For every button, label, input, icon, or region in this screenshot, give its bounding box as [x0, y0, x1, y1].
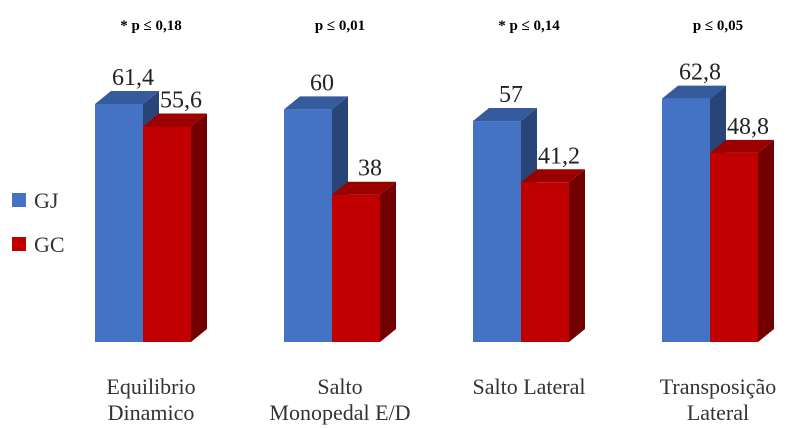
value-labels: 61,455,6 60 38 57 41,2 62,8 48,8: [112, 60, 769, 182]
value-label: 62,8: [679, 60, 721, 86]
bar-front: [473, 121, 521, 342]
category-label: Lateral: [687, 400, 749, 425]
bar-front: [332, 194, 380, 342]
bars: [95, 85, 774, 342]
bar-top: [662, 85, 726, 99]
category-label: Monopedal E/D: [269, 400, 410, 425]
value-label: 41,2: [538, 143, 580, 169]
bar-top: [332, 181, 396, 195]
value-label: 61,4: [112, 65, 154, 91]
bar-top: [95, 91, 159, 104]
bar-front: [521, 182, 569, 342]
bar-gc-1: [332, 181, 396, 342]
category-label: Dinamico: [108, 400, 195, 425]
bar-top: [284, 96, 348, 110]
bar-side: [380, 181, 396, 342]
bar-side: [758, 139, 774, 342]
value-label: 60: [310, 70, 334, 96]
category-label: Salto Lateral: [472, 374, 585, 399]
bar-top: [143, 113, 207, 127]
bar-side: [191, 113, 207, 342]
p-value-label: p ≤ 0,05: [693, 18, 743, 34]
bar-gc-3: [710, 139, 774, 342]
bar-gj-1: [284, 96, 348, 342]
p-value-label: * p ≤ 0,14: [498, 18, 560, 34]
value-label: 38: [358, 156, 382, 182]
bar-front: [143, 126, 191, 342]
bar-gc-2: [521, 169, 585, 342]
bar-front: [710, 152, 758, 342]
legend-label-gc: GC: [34, 232, 65, 257]
legend-swatch-gj: [12, 193, 26, 207]
bar-front: [284, 109, 332, 342]
legend: GJ GC: [12, 188, 65, 257]
legend-label-gj: GJ: [34, 188, 59, 213]
p-value-label: * p ≤ 0,18: [120, 18, 182, 34]
bar-top: [521, 169, 585, 183]
bar-top: [710, 139, 774, 153]
category-label: Salto: [317, 374, 362, 399]
bar-side: [569, 169, 585, 342]
bar-front: [95, 104, 143, 342]
bar-top: [473, 108, 537, 122]
bar-front: [662, 98, 710, 342]
category-label: Equilibrio: [106, 374, 195, 399]
value-label: 57: [499, 82, 523, 108]
value-label: 55,6: [160, 87, 202, 113]
p-value-label: p ≤ 0,01: [315, 18, 365, 34]
legend-swatch-gc: [12, 237, 26, 251]
category-label: Transposição: [660, 374, 777, 399]
p-value-annotations: * p ≤ 0,18 p ≤ 0,01 * p ≤ 0,14 p ≤ 0,05: [120, 18, 743, 34]
value-label: 48,8: [727, 114, 769, 140]
bar-gc-0: [143, 113, 207, 342]
